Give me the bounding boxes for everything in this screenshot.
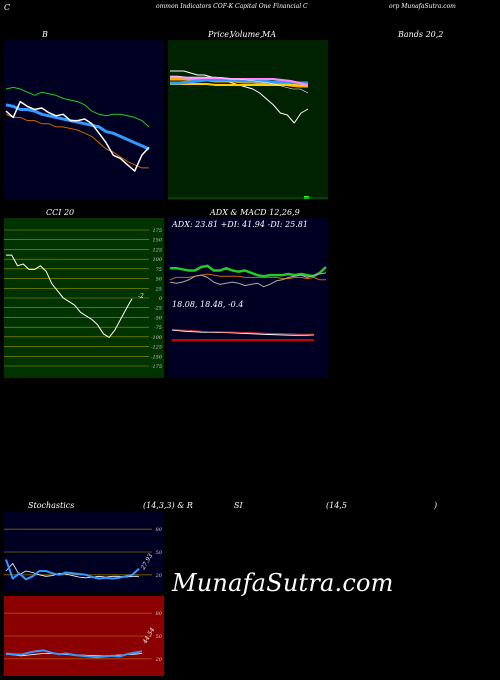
header-title: ommon Indicators COF-K Capital One Finan… [156,3,308,10]
macd-chart [168,298,328,378]
cci-last-value: -2 [138,293,144,300]
bb-lower-line [5,113,149,169]
macd-line [171,329,315,336]
stoch-tick-label: 80 [156,527,163,533]
cci-tick-label: 150 [152,238,162,244]
cci-tick-label: -150 [151,354,163,360]
cci-tick-label: 75 [156,267,162,273]
adx-panel [168,218,328,298]
cci-chart: 175 150 125 100 75 50 25 0 -25 -50 -75 -100 -125 -150… [4,218,164,378]
cci-tick-label: -125 [151,345,162,351]
ma-line-2 [170,83,308,86]
adx-line [169,272,327,288]
cci-panel: 175 150 125 100 75 50 25 0 -25 -50 -75 -100 -125 -150… [4,218,164,378]
watermark: MunafaSutra.com [172,569,394,597]
macd-panel [168,298,328,378]
price-ma-label-c: MA [262,30,276,39]
bb-upper-line [5,86,150,128]
bollinger-panel [4,40,164,200]
macd-values-label: 18.08, 18.48, -0.4 [172,300,244,309]
rsi-tick-label: 50 [156,634,163,640]
stoch-tick-label: 50 [156,550,163,556]
cci-tick-label: 50 [156,277,163,283]
rsi-panel: 80 50 20 44.54 [4,596,164,676]
cci-tick-label: -75 [154,325,162,331]
cci-tick-label: 25 [155,286,162,292]
bands-label: Bands 20,2 [398,30,444,39]
cci-tick-label: 0 [159,296,163,302]
stoch-label-a: Stochastics [28,501,75,510]
bb-label: B [42,30,48,39]
stoch-tick-label: 20 [155,573,163,579]
price-ma-chart [168,40,328,200]
cci-label: CCI 20 [46,208,75,217]
header-title-right: orp MunafaSutra.com [389,3,456,10]
adx-chart [168,218,328,298]
bb-middle-line [5,103,150,151]
cci-tick-label: -100 [151,335,163,341]
price-ma-panel [168,40,328,200]
stoch-k-line [5,559,140,581]
adx-values-label: ADX: 23.81 +DI: 41.94 -DI: 25.81 [172,220,308,229]
ma-line-3 [170,78,308,85]
rsi-line [5,649,143,659]
cci-line [6,254,133,338]
price-ma-label-a: Price, [208,30,232,39]
stoch-d-line [5,563,139,579]
bollinger-chart [4,40,164,200]
cci-tick-label: -50 [154,315,163,321]
adx-macd-label: ADX & MACD 12,26,9 [210,208,300,217]
cci-tick-label: 100 [152,257,162,263]
stochastics-panel: 80 50 20 27.93 [4,512,164,592]
stoch-label-c: SI [234,501,243,510]
stoch-label-b: (14,3,3) & R [143,501,193,510]
stoch-label-d: (14,5 [326,501,347,510]
macd-signal-line [171,328,314,335]
plus-di-line [170,264,327,278]
stoch-label-e: ) [434,501,438,510]
header-left-c: C [4,3,11,12]
ma-line-5 [170,75,309,94]
cci-tick-label: 125 [152,247,162,253]
cci-tick-label: -175 [151,364,162,370]
bb-price-line [5,100,150,172]
cci-tick-label: -25 [154,306,162,312]
price-ma-label-b: Volume, [230,30,263,39]
cci-tick-label: 175 [152,228,162,234]
rsi-tick-label: 20 [155,657,163,663]
stoch-last-value: 27.93 [139,552,154,571]
rsi-tick-label: 80 [156,611,163,617]
